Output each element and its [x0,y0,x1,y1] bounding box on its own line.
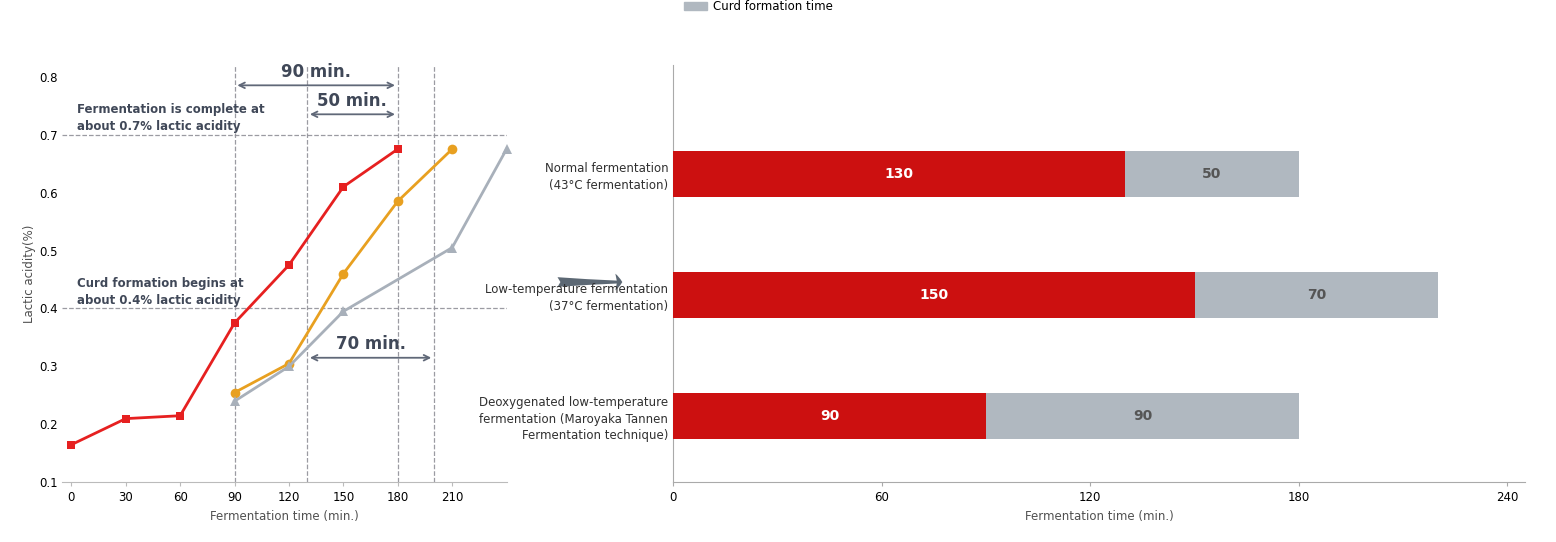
Text: 50: 50 [1203,167,1221,181]
Text: 150: 150 [920,288,949,302]
Text: 70 min.: 70 min. [336,335,406,353]
Legend: Curd formation preparation time, Curd formation time: Curd formation preparation time, Curd fo… [678,0,910,17]
X-axis label: Fermentation time (min.): Fermentation time (min.) [210,510,359,523]
Bar [1125,151,1299,197]
Bar [674,393,987,439]
Text: Curd formation begins at
about 0.4% lactic acidity: Curd formation begins at about 0.4% lact… [76,276,243,307]
Bar [674,151,1125,197]
Text: 90: 90 [1133,409,1151,423]
Text: 50 min.: 50 min. [317,92,387,109]
Text: Fermentation is complete at
about 0.7% lactic acidity: Fermentation is complete at about 0.7% l… [76,103,265,133]
Text: 90 min.: 90 min. [282,63,352,81]
Bar [987,393,1299,439]
Text: 130: 130 [885,167,913,181]
Text: 90: 90 [820,409,839,423]
X-axis label: Fermentation time (min.): Fermentation time (min.) [1025,510,1173,523]
Text: 70: 70 [1307,288,1326,302]
Bar [674,272,1195,318]
Bar [1195,272,1438,318]
Y-axis label: Lactic acidity(%): Lactic acidity(%) [23,224,36,323]
